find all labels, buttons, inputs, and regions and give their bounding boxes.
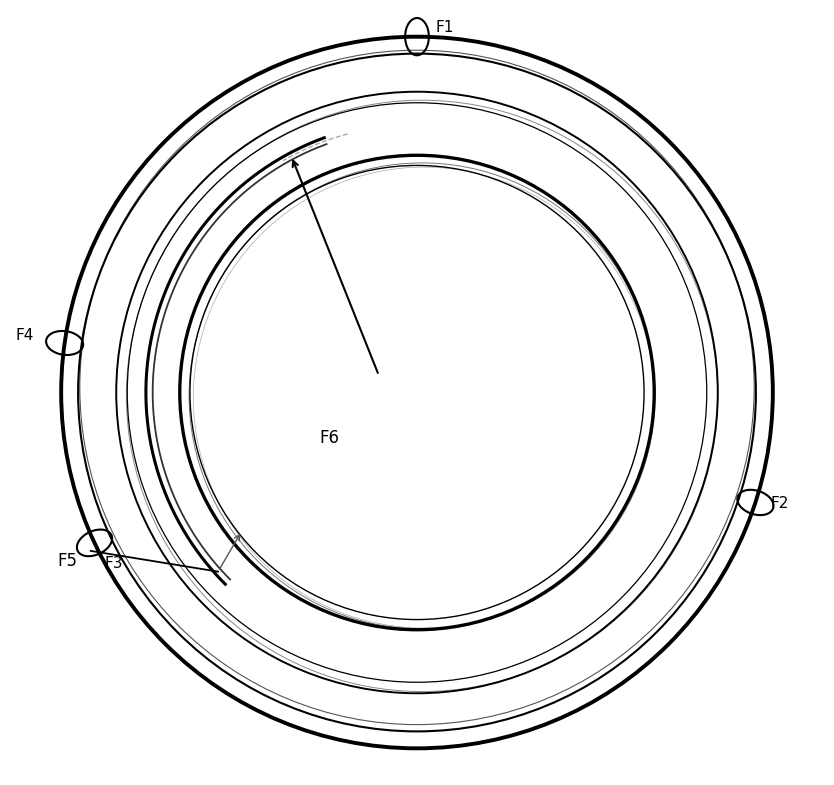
Text: F1: F1 xyxy=(435,20,454,35)
Text: F2: F2 xyxy=(771,495,789,510)
Text: F4: F4 xyxy=(16,327,34,342)
Text: F3: F3 xyxy=(105,557,123,571)
Text: F6: F6 xyxy=(319,429,339,447)
Text: F5: F5 xyxy=(57,552,77,570)
